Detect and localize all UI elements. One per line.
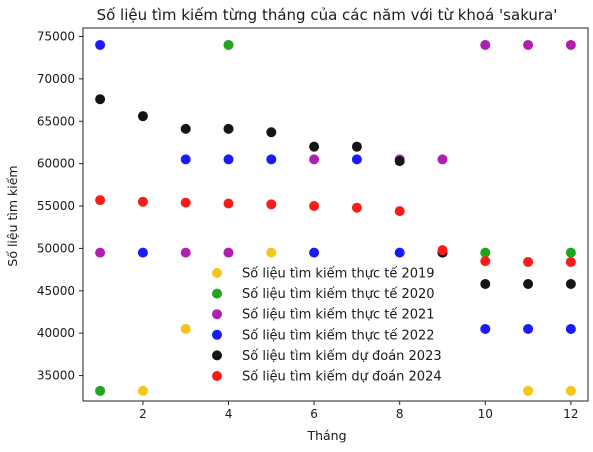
- data-point-series-5: [309, 141, 320, 152]
- data-point-series-6: [95, 195, 106, 206]
- data-point-series-5: [480, 279, 491, 290]
- data-point-series-4: [137, 247, 148, 258]
- data-point-series-2: [223, 39, 234, 50]
- data-point-series-3: [223, 247, 234, 258]
- data-point-series-4: [309, 247, 320, 258]
- y-tick-label: 45000: [37, 284, 75, 298]
- y-tick-label: 75000: [37, 29, 75, 43]
- data-point-series-4: [394, 247, 405, 258]
- data-point-series-6: [137, 196, 148, 207]
- data-point-series-3: [523, 39, 534, 50]
- legend-marker: [212, 371, 222, 381]
- x-axis-label: Tháng: [306, 428, 346, 443]
- data-point-series-4: [95, 39, 106, 50]
- legend-label: Số liệu tìm kiếm thực tế 2021: [242, 308, 435, 323]
- data-point-series-3: [95, 247, 106, 258]
- data-point-series-4: [565, 323, 576, 334]
- x-tick-label: 2: [139, 407, 147, 421]
- legend-marker: [212, 309, 222, 320]
- y-axis-label: Số liệu tìm kiếm: [5, 165, 20, 266]
- data-point-series-4: [523, 323, 534, 334]
- x-tick-label: 4: [225, 407, 233, 421]
- data-point-series-3: [480, 39, 491, 50]
- data-point-series-6: [523, 256, 534, 267]
- data-point-series-4: [266, 154, 277, 165]
- data-point-series-1: [266, 247, 277, 258]
- legend-label: Số liệu tìm kiếm dự đoán 2024: [242, 370, 442, 385]
- data-point-series-1: [523, 385, 534, 396]
- data-point-series-6: [223, 198, 234, 209]
- legend-label: Số liệu tìm kiếm thực tế 2020: [242, 287, 435, 302]
- data-point-series-3: [309, 154, 320, 165]
- data-point-series-5: [95, 94, 106, 105]
- y-tick-label: 70000: [37, 72, 75, 86]
- y-tick-label: 35000: [37, 369, 75, 383]
- y-tick-label: 55000: [37, 199, 75, 213]
- data-point-series-5: [180, 123, 191, 134]
- data-point-series-6: [180, 197, 191, 208]
- data-point-series-1: [137, 385, 148, 396]
- data-point-series-6: [394, 206, 405, 217]
- data-points: [95, 39, 576, 396]
- data-point-series-6: [351, 202, 362, 213]
- data-point-series-5: [137, 111, 148, 122]
- legend-label: Số liệu tìm kiếm thực tế 2022: [242, 328, 435, 343]
- data-point-series-6: [266, 199, 277, 210]
- data-point-series-3: [437, 154, 448, 165]
- x-tick-label: 8: [396, 407, 404, 421]
- y-tick-label: 50000: [37, 241, 75, 255]
- legend-marker: [212, 288, 222, 299]
- data-point-series-2: [480, 247, 491, 258]
- data-point-series-3: [180, 247, 191, 258]
- data-point-series-4: [180, 154, 191, 165]
- x-tick-label: 12: [563, 407, 578, 421]
- data-point-series-5: [351, 141, 362, 152]
- data-point-series-6: [437, 245, 448, 256]
- data-point-series-1: [180, 323, 191, 334]
- data-point-series-4: [223, 154, 234, 165]
- data-point-series-4: [351, 154, 362, 165]
- legend: Số liệu tìm kiếm thực tế 2019 Số liệu tìm…: [212, 267, 442, 385]
- legend-label: Số liệu tìm kiếm dự đoán 2023: [242, 349, 442, 364]
- legend-label: Số liệu tìm kiếm thực tế 2019: [242, 267, 435, 282]
- y-tick-label: 40000: [37, 326, 75, 340]
- data-point-series-6: [565, 256, 576, 267]
- data-point-series-4: [480, 323, 491, 334]
- data-point-series-3: [565, 39, 576, 50]
- data-point-series-6: [309, 201, 320, 212]
- chart-title: Số liệu tìm kiếm từng tháng của các năm …: [97, 6, 558, 24]
- data-point-series-5: [523, 279, 534, 290]
- x-tick-label: 10: [478, 407, 493, 421]
- data-point-series-2: [95, 385, 106, 396]
- legend-marker: [212, 268, 222, 278]
- data-point-series-5: [223, 123, 234, 134]
- data-point-series-5: [565, 279, 576, 290]
- data-point-series-1: [565, 385, 576, 396]
- y-tick-label: 60000: [37, 157, 75, 171]
- data-point-series-6: [480, 256, 491, 267]
- axis-ticks: 2 4 6 8 10 12 35000 40000 45000 50000 55000 60000 65…: [37, 29, 579, 421]
- legend-marker: [212, 350, 222, 361]
- data-point-series-5: [266, 127, 277, 138]
- plot-frame: [82, 27, 589, 402]
- data-point-series-2: [565, 247, 576, 258]
- x-tick-label: 6: [310, 407, 318, 421]
- y-tick-label: 65000: [37, 114, 75, 128]
- legend-marker: [212, 329, 222, 340]
- data-point-series-5: [394, 156, 405, 167]
